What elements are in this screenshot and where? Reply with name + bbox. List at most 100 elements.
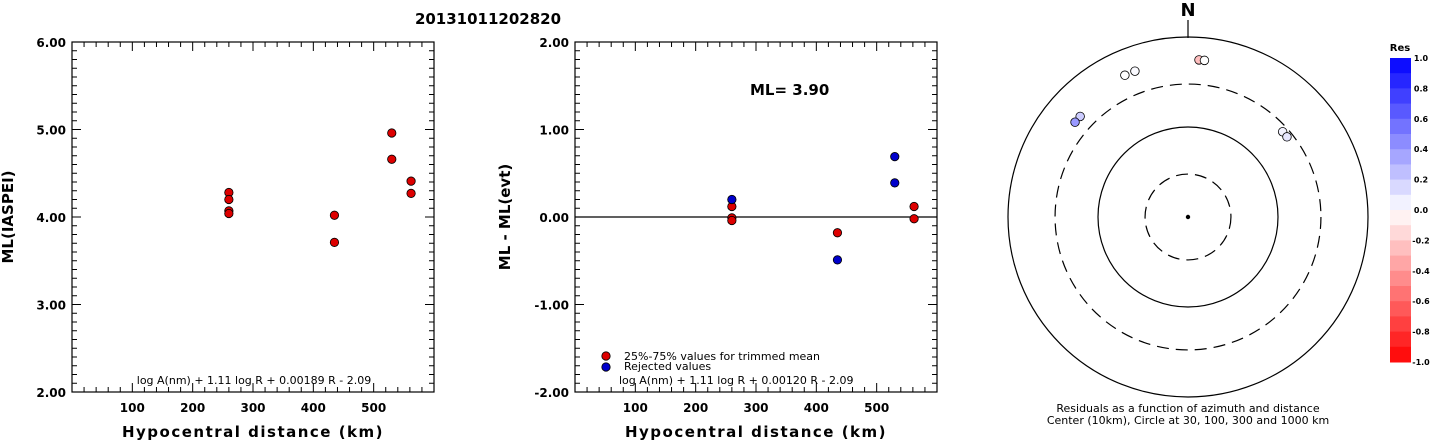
middle-legend: 25%-75% values for trimmed mean Rejected… (601, 350, 820, 373)
left-y-axis-label: ML(IASPEI) (0, 170, 17, 263)
polar-ring-1000km (1007, 36, 1369, 398)
middle-x-tick-label: 500 (864, 401, 889, 415)
left-x-axis-label: Hypocentral distance (km) (122, 423, 384, 441)
polar-station-points (1070, 55, 1292, 142)
colorbar-cell (1390, 179, 1411, 196)
colorbar-cell (1390, 103, 1411, 120)
station-point (1070, 117, 1080, 127)
left-data-point (224, 194, 234, 205)
middle-y-tick-label: -2.00 (534, 386, 569, 400)
legend-marker-rejected (601, 362, 611, 372)
legend-marker-trimmed (601, 351, 611, 361)
colorbar-cell (1390, 270, 1411, 287)
colorbar-cell (1390, 118, 1411, 135)
colorbar-cell (1390, 331, 1411, 348)
middle-y-tick-label: 1.00 (539, 124, 569, 138)
colorbar-cell (1390, 316, 1411, 333)
polar-ring-300km (1054, 83, 1322, 351)
legend-label-rejected: Rejected values (624, 360, 711, 373)
left-x-tick-label: 500 (361, 401, 386, 415)
left-data-point (387, 128, 397, 138)
colorbar-cell (1390, 346, 1411, 363)
station-point (1130, 66, 1140, 76)
left-data-points (224, 128, 416, 247)
middle-ticks (575, 42, 937, 392)
middle-data-point (832, 228, 843, 238)
middle-y-tick-label: -1.00 (534, 299, 569, 313)
middle-panel: 100 200 300 400 500 -2.00 -1.00 0.00 1.00 2.00 ML… (496, 36, 938, 441)
middle-formula: log A(nm) + 1.11 log R + 0.00120 R - 2.0… (619, 374, 853, 387)
middle-data-point (890, 152, 900, 162)
left-data-point (387, 154, 397, 164)
left-data-point (224, 208, 234, 219)
left-x-tick-label: 100 (120, 401, 145, 415)
middle-y-tick-label: 0.00 (539, 211, 569, 225)
middle-tick-labels: 100 200 300 400 500 -2.00 -1.00 0.00 1.00 2.00 (534, 36, 889, 415)
left-y-tick-label: 3.00 (36, 299, 66, 313)
polar-panel: N Residuals as a function of azimuth and… (1007, 0, 1369, 427)
colorbar-cell (1390, 73, 1411, 89)
middle-data-point (909, 214, 919, 224)
colorbar-cell (1390, 194, 1411, 211)
left-panel: 100 200 300 400 500 2.00 3.00 4.00 5.00 6.00 ML(I… (0, 36, 435, 441)
left-data-point (329, 210, 340, 220)
middle-y-axis-label: ML - ML(evt) (496, 164, 514, 270)
station-point (1282, 132, 1292, 142)
left-plot-frame (71, 41, 435, 393)
figure-title: 20131011202820 (415, 10, 561, 28)
colorbar-cell (1390, 240, 1411, 257)
middle-x-tick-label: 200 (683, 401, 708, 415)
colorbar-tick-label: -0.4 (1412, 267, 1430, 276)
middle-data-point (909, 201, 919, 212)
left-data-point (406, 188, 416, 198)
middle-x-axis-label: Hypocentral distance (km) (625, 423, 887, 441)
left-x-tick-label: 200 (180, 401, 205, 415)
polar-caption-line1: Residuals as a function of azimuth and d… (1056, 402, 1319, 415)
colorbar-cell (1390, 301, 1411, 317)
left-x-tick-label: 300 (240, 401, 265, 415)
station-point (1199, 55, 1210, 66)
left-y-tick-label: 5.00 (36, 124, 66, 138)
middle-data-points (727, 152, 919, 265)
colorbar-tick-label: -0.2 (1412, 236, 1430, 245)
colorbar-cell (1390, 134, 1411, 150)
left-tick-labels: 100 200 300 400 500 2.00 3.00 4.00 5.00 6.00 (36, 36, 386, 415)
colorbar-cell (1390, 286, 1411, 302)
middle-data-point (832, 255, 843, 265)
colorbar-tick-label: 0.4 (1414, 145, 1429, 154)
left-x-tick-label: 400 (301, 401, 326, 415)
middle-x-tick-label: 300 (743, 401, 768, 415)
middle-y-tick-label: 2.00 (539, 36, 569, 50)
colorbar-tick-label: 0.8 (1414, 84, 1429, 93)
left-y-tick-label: 6.00 (36, 36, 66, 50)
middle-data-point (727, 215, 737, 226)
polar-caption-line2: Center (10km), Circle at 30, 100, 300 an… (1047, 414, 1329, 427)
left-formula: log A(nm) + 1.11 log R + 0.00189 R - 2.0… (137, 374, 371, 387)
residual-colorbar: Res 1.0 0.8 0.6 0.4 0.2 0.0 -0.2 -0.4 -0.6 -0.8 -1… (1390, 43, 1430, 367)
middle-data-point (727, 194, 737, 205)
colorbar-tick-label: -0.6 (1412, 297, 1430, 306)
colorbar-tick-label: -0.8 (1412, 328, 1430, 337)
legend-label-trimmed: 25%-75% values for trimmed mean (624, 350, 820, 363)
colorbar-cells (1390, 58, 1411, 363)
left-data-point (406, 176, 416, 186)
left-y-tick-label: 2.00 (36, 386, 66, 400)
colorbar-cell (1390, 255, 1411, 272)
north-label: N (1180, 0, 1195, 21)
left-y-tick-label: 4.00 (36, 211, 66, 225)
colorbar-title: Res (1390, 43, 1410, 54)
colorbar-cell (1390, 58, 1411, 74)
left-data-point (329, 237, 340, 247)
colorbar-tick-label: -1.0 (1412, 358, 1430, 367)
colorbar-cell (1390, 164, 1411, 181)
station-point (1120, 70, 1130, 80)
colorbar-tick-labels: 1.0 0.8 0.6 0.4 0.2 0.0 -0.2 -0.4 -0.6 -0.8 -1.0 (1412, 54, 1430, 367)
colorbar-cell (1390, 88, 1411, 105)
middle-data-point (890, 178, 900, 188)
colorbar-tick-label: 1.0 (1414, 54, 1429, 63)
polar-rings (1007, 36, 1369, 398)
colorbar-cell (1390, 210, 1411, 226)
polar-ring-100km (1097, 126, 1279, 308)
middle-x-tick-label: 400 (804, 401, 829, 415)
